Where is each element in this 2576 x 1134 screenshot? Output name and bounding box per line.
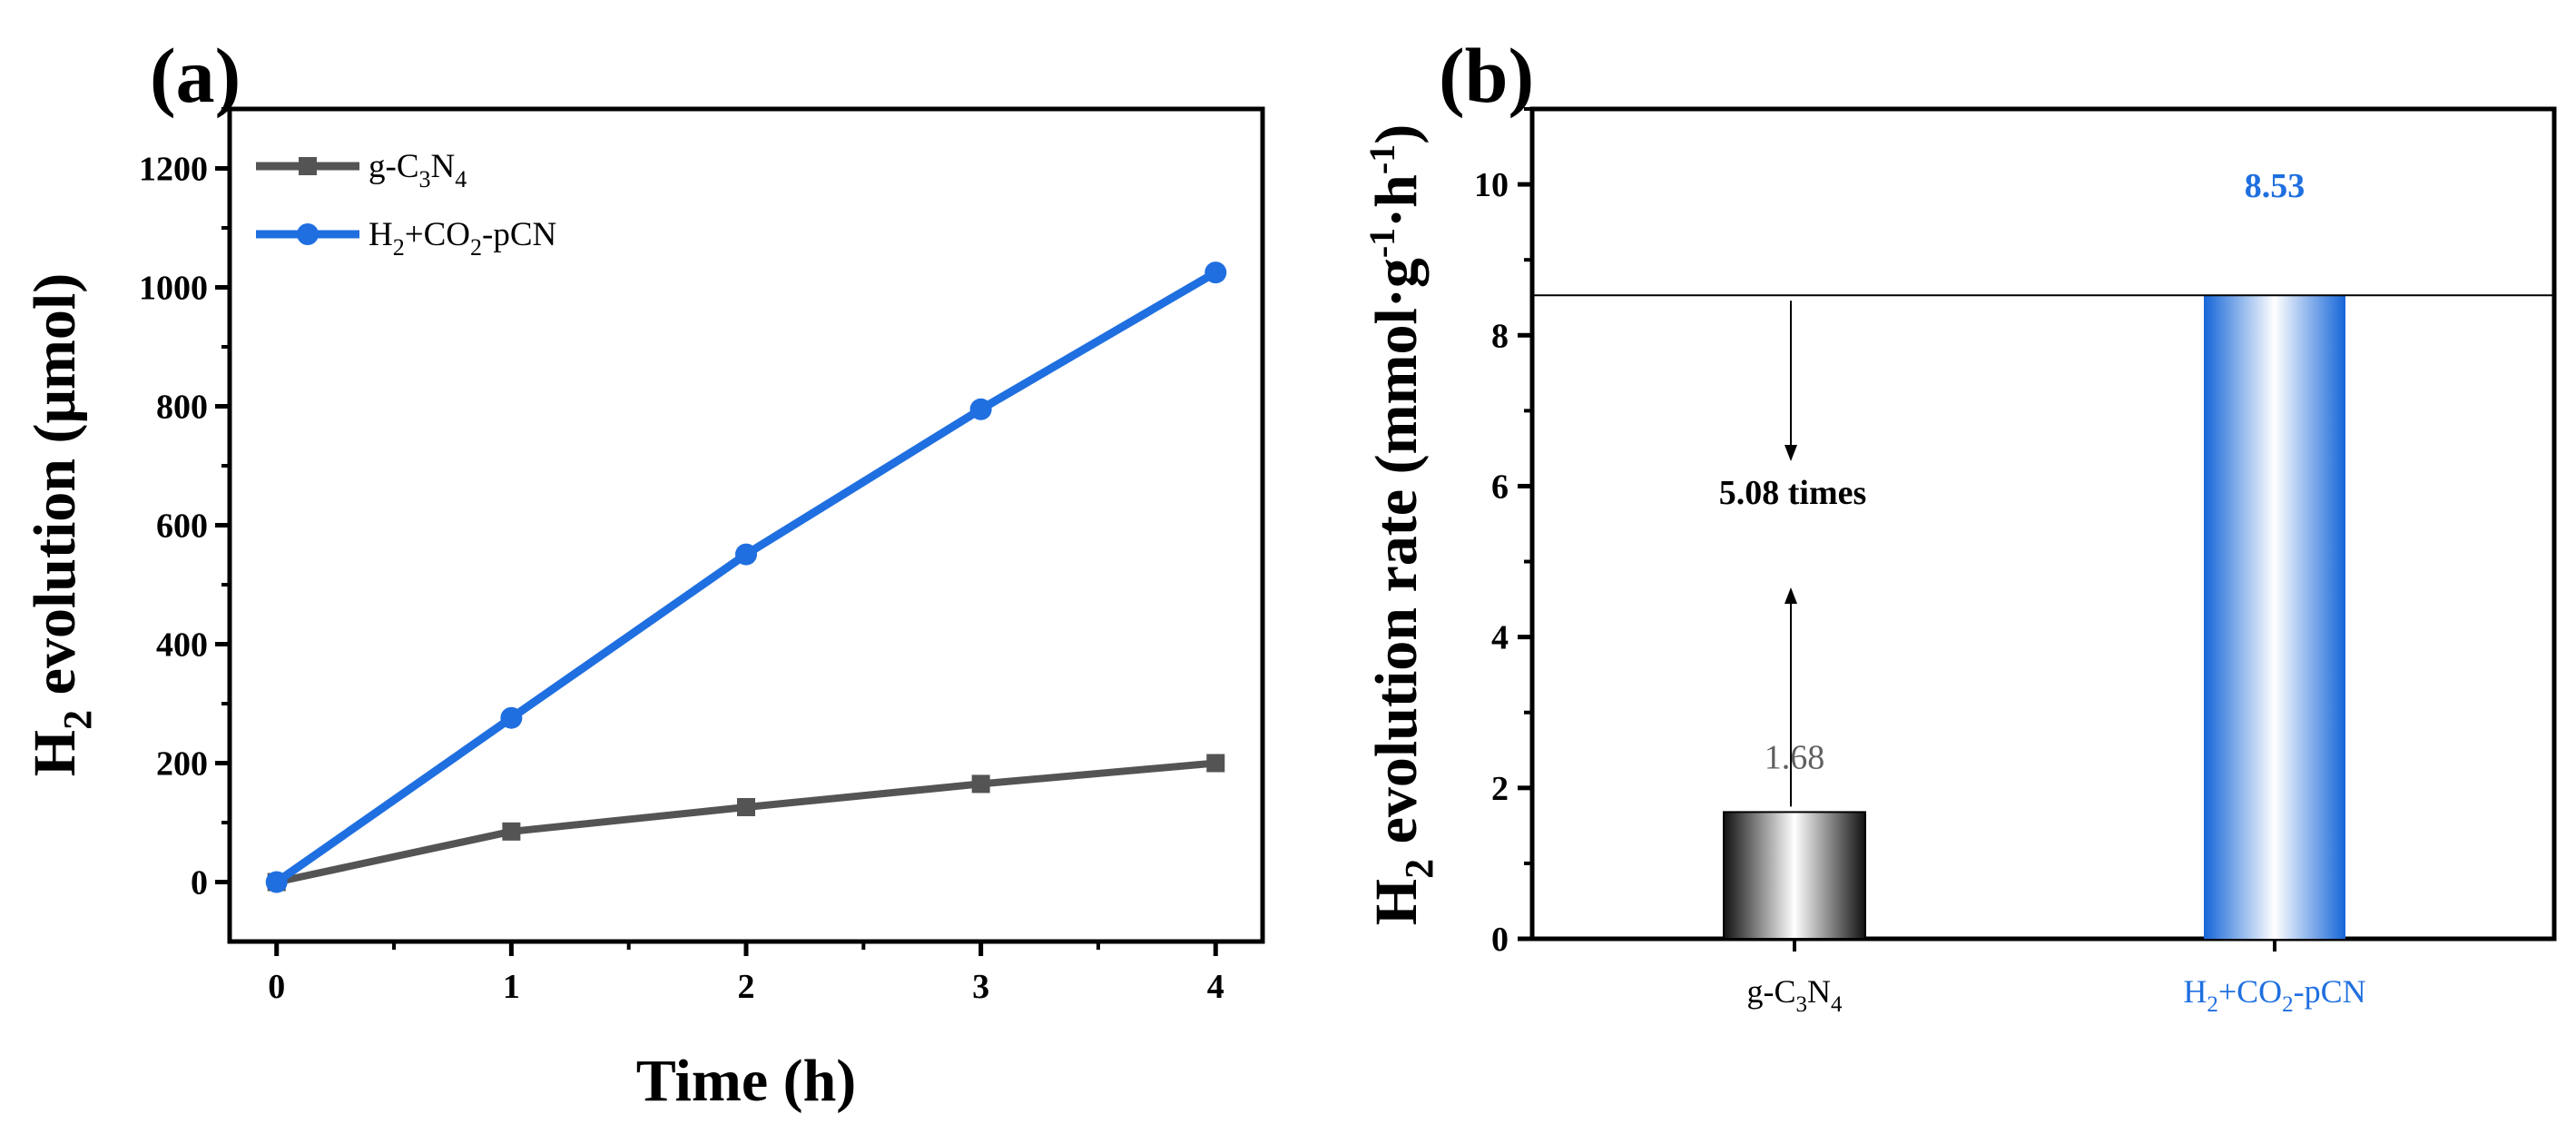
- y-tick-label-b-8: 8: [1491, 317, 1509, 355]
- bar-g-c3n4: [1723, 811, 1866, 941]
- legend-label-g-c3n4: g-C3N4: [369, 148, 467, 192]
- point-g-c3n4-1: [502, 822, 521, 841]
- value-label-g-c3n4: 1.68: [1765, 738, 1825, 776]
- series-layer-a: [265, 261, 1227, 893]
- series-line-h2-co2-pcn: [274, 269, 1218, 886]
- y-axis-title-b: H2 evolution rate (mmol·g-1·h-1): [1362, 124, 1441, 925]
- y-tick-label-a-600: 600: [156, 508, 208, 546]
- y-tick-label-b-0: 0: [1491, 921, 1509, 959]
- x-tick-label-a-2: 2: [738, 968, 755, 1006]
- point-h2-co2-pcn-4: [1204, 261, 1227, 284]
- point-h2-co2-pcn-2: [735, 543, 757, 566]
- y-tick-label-a-400: 400: [156, 626, 208, 665]
- legend-label-h2co2-pcn: H2+CO2-pCN: [369, 216, 556, 261]
- y-tick-label-b-2: 2: [1491, 770, 1509, 808]
- y-tick-label-a-800: 800: [156, 389, 208, 427]
- y-axis-title-a: H2 evolution (μmol): [22, 273, 100, 776]
- point-g-c3n4-2: [737, 797, 755, 816]
- x-tick-label-a-0: 0: [268, 968, 285, 1006]
- x-axis-ticks-a: 0 1 2 3 4: [268, 942, 1224, 1006]
- y-tick-label-b-4: 4: [1491, 619, 1509, 657]
- point-h2-co2-pcn-1: [500, 706, 523, 729]
- panel-a-label: (a): [150, 32, 241, 119]
- y-tick-label-b-6: 6: [1491, 468, 1509, 506]
- category-label-g-c3n4: g-C3N4: [1747, 973, 1844, 1017]
- panel-b-label: (b): [1439, 32, 1534, 119]
- y-tick-label-a-1200: 1200: [139, 151, 208, 189]
- x-tick-label-a-3: 3: [972, 968, 989, 1006]
- point-g-c3n4-3: [971, 774, 990, 794]
- bar-h2-co2-pcn: [2204, 295, 2345, 939]
- panel-a: (a) 0 200 400 600 800 1000 1200 0 1 2 3 4 g-C3N4 H…: [22, 32, 1265, 1114]
- plot-frame-b: [1529, 106, 2557, 942]
- fold-annotation: 5.08 times: [1719, 474, 1867, 512]
- point-h2-co2-pcn-3: [969, 398, 992, 420]
- y-axis-ticks-b: 0 2 4 6 8 10: [1474, 107, 1532, 959]
- legend-marker-g-c3n4: [299, 157, 317, 175]
- x-tick-label-a-1: 1: [503, 968, 520, 1006]
- arrow-up-head: [1785, 587, 1797, 604]
- legend-marker-h2co2-pcn: [297, 223, 319, 245]
- bars-layer-b: 1.68 g-C3N4 8.53 H2+CO2-pCN: [1723, 167, 2366, 1017]
- y-axis-ticks-a: 0 200 400 600 800 1000 1200: [139, 107, 230, 902]
- panel-b: (b) 0 2 4 6 8 10 1.68 g-C3N4 8.53 H2+CO2-pCN 5.0…: [1362, 32, 2557, 1017]
- category-label-h2-co2-pcn: H2+CO2-pCN: [2183, 973, 2365, 1017]
- x-tick-label-a-4: 4: [1207, 968, 1224, 1006]
- arrow-down-head: [1785, 445, 1797, 461]
- y-tick-label-a-200: 200: [156, 745, 208, 784]
- point-h2-co2-pcn-0: [265, 871, 288, 893]
- x-axis-title-a: Time (h): [636, 1048, 857, 1114]
- legend-a: g-C3N4 H2+CO2-pCN: [256, 148, 556, 261]
- point-g-c3n4-4: [1206, 754, 1225, 773]
- y-tick-label-b-10: 10: [1474, 166, 1509, 204]
- value-label-h2-co2-pcn: 8.53: [2245, 167, 2306, 205]
- y-tick-label-a-1000: 1000: [139, 270, 208, 308]
- y-tick-label-a-0: 0: [191, 864, 208, 902]
